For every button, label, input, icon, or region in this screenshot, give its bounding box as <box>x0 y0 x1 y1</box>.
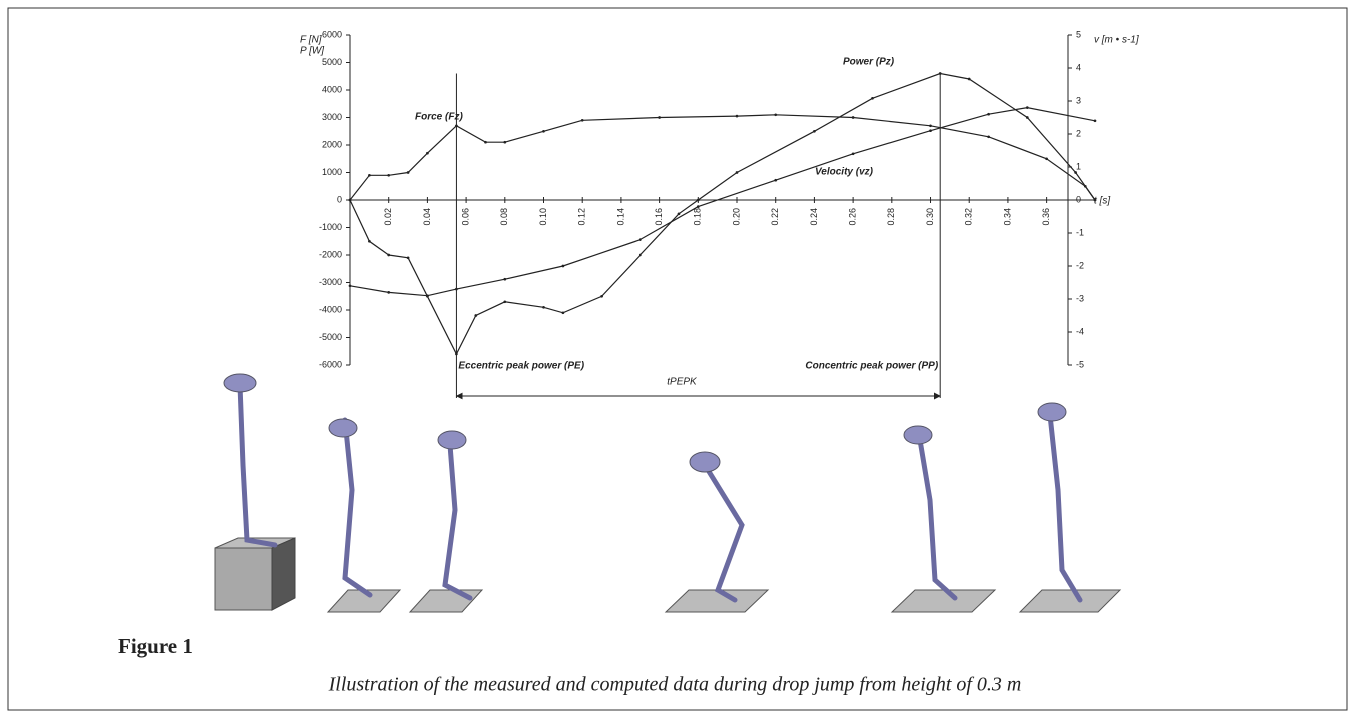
series-line <box>348 106 1097 298</box>
illustrations <box>214 373 1122 613</box>
x-tick-label: 0.02 <box>383 208 393 226</box>
y-tick-label: -5000 <box>319 332 342 342</box>
series-line <box>348 113 1097 202</box>
y-tick-label: -2000 <box>319 249 342 259</box>
x-tick-label: 0.32 <box>964 208 974 226</box>
y-tick-label: -6000 <box>319 359 342 369</box>
x-tick-label: 0.34 <box>1002 208 1012 226</box>
x-tick-label: 0.12 <box>577 208 587 226</box>
y2-tick-label: 5 <box>1076 29 1081 39</box>
interval-label: tPEPK <box>667 377 698 388</box>
y-tick-label: 2000 <box>322 139 342 149</box>
y2-tick-label: -5 <box>1076 359 1084 369</box>
x-tick-label: 0.20 <box>731 208 741 226</box>
x-tick-label: 0.04 <box>422 208 432 226</box>
y-tick-label: -3000 <box>319 277 342 287</box>
y-axis-label: F [N] <box>300 35 322 46</box>
y2-axis-label: v [m • s-1] <box>1094 35 1139 46</box>
x-tick-label: 0.26 <box>847 208 857 226</box>
x-tick-label: 0.18 <box>693 208 703 226</box>
x-tick-label: 0.22 <box>770 208 780 226</box>
series-label: Power (Pz) <box>843 57 895 68</box>
x-tick-label: 0.36 <box>1041 208 1051 226</box>
x-axis-label: t [s] <box>1094 196 1110 207</box>
y2-tick-label: 3 <box>1076 95 1081 105</box>
y-axis-label: P [W] <box>300 46 324 57</box>
y-tick-label: 5000 <box>322 57 342 67</box>
y2-tick-label: -3 <box>1076 293 1084 303</box>
x-tick-label: 0.08 <box>499 208 509 226</box>
y2-tick-label: 4 <box>1076 62 1081 72</box>
x-tick-label: 0.14 <box>615 208 625 226</box>
figure-border <box>7 7 1348 711</box>
x-tick-label: 0.10 <box>538 208 548 226</box>
annotation-label: Concentric peak power (PP) <box>805 361 938 372</box>
y2-tick-label: 1 <box>1076 161 1081 171</box>
y2-tick-label: 0 <box>1076 194 1081 204</box>
figure-caption: Illustration of the measured and compute… <box>328 674 1022 696</box>
figure-label: Figure 1 <box>118 634 193 658</box>
x-tick-label: 0.28 <box>886 208 896 226</box>
y-tick-label: 4000 <box>322 84 342 94</box>
y-tick-label: -1000 <box>319 222 342 232</box>
y2-tick-label: -4 <box>1076 326 1084 336</box>
x-tick-label: 0.24 <box>809 208 819 226</box>
x-tick-label: 0.16 <box>654 208 664 226</box>
y2-tick-label: -2 <box>1076 260 1084 270</box>
annotation-label: Eccentric peak power (PE) <box>458 361 584 372</box>
y-tick-label: 0 <box>337 194 342 204</box>
y-tick-label: -4000 <box>319 304 342 314</box>
y-tick-label: 1000 <box>322 167 342 177</box>
y2-tick-label: 2 <box>1076 128 1081 138</box>
x-tick-label: 0.30 <box>925 208 935 226</box>
y-tick-label: 3000 <box>322 112 342 122</box>
y-tick-label: 6000 <box>322 29 342 39</box>
x-tick-label: 0.06 <box>460 208 470 226</box>
y2-tick-label: -1 <box>1076 227 1084 237</box>
series-label: Velocity (vz) <box>815 167 874 178</box>
